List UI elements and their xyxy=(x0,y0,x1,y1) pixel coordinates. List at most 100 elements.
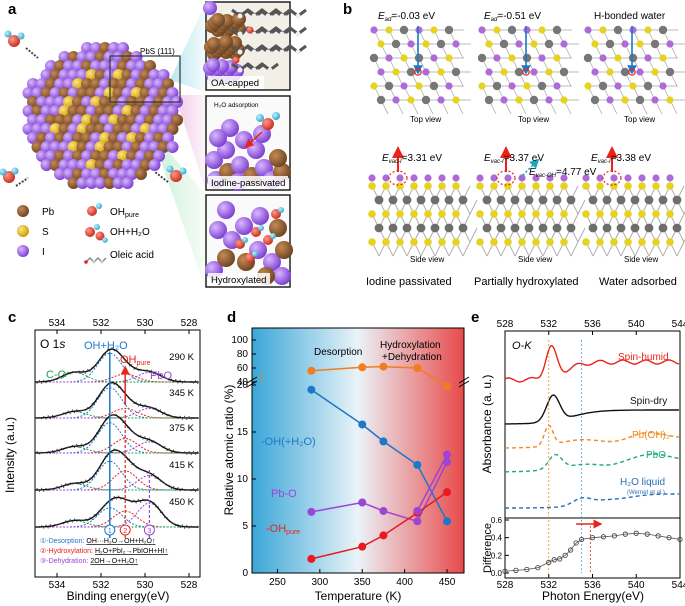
atom-13 xyxy=(130,51,143,63)
e-ticklabel-top: 540 xyxy=(628,319,645,330)
c-point xyxy=(188,381,190,383)
tv-atom xyxy=(523,26,531,34)
c-point xyxy=(65,483,67,485)
c-point xyxy=(170,487,172,490)
sv-atom xyxy=(644,195,654,205)
tv-atom xyxy=(606,96,614,104)
c-point xyxy=(168,520,170,522)
atom-101 xyxy=(121,105,134,117)
c-point xyxy=(146,369,148,371)
c-point xyxy=(87,520,89,522)
c-point xyxy=(34,526,36,528)
tv-atom xyxy=(591,40,599,48)
atom-5 xyxy=(58,51,71,63)
atom-14 xyxy=(45,60,57,72)
c-point xyxy=(111,380,113,383)
sv-atom xyxy=(532,210,540,218)
atom-35 xyxy=(121,69,134,81)
atom-17 xyxy=(72,60,84,72)
c-point xyxy=(54,523,56,526)
c-point xyxy=(133,368,135,370)
sv-atom xyxy=(374,195,384,205)
c-point xyxy=(34,453,36,456)
sv-atom xyxy=(518,210,526,218)
c-point xyxy=(142,406,144,408)
c-point xyxy=(104,353,106,355)
atom-185 xyxy=(144,150,156,162)
c-point xyxy=(98,396,100,398)
c-point xyxy=(186,381,188,383)
c-point xyxy=(181,418,183,420)
sv-atom xyxy=(410,182,418,190)
atom-94 xyxy=(58,105,71,117)
c-point xyxy=(34,417,36,420)
water-molecule-3 xyxy=(154,165,187,183)
panel-a-label: a xyxy=(8,1,17,18)
c-point xyxy=(135,433,137,435)
sv-atom xyxy=(610,238,618,246)
tv-atom xyxy=(559,67,569,77)
c-ylabel: Intensity (a.u.) xyxy=(3,417,17,493)
c-point xyxy=(115,498,117,500)
tv-atom xyxy=(636,68,644,76)
tv-o xyxy=(414,68,422,76)
c-point xyxy=(142,369,144,371)
c-point xyxy=(47,527,49,529)
sv-top-atom xyxy=(452,174,460,182)
d-yticklabel: 5 xyxy=(242,521,248,532)
label-i: I xyxy=(259,373,262,385)
c-ticklabel-top: 530 xyxy=(137,318,154,329)
c-point xyxy=(56,448,58,450)
atom-59 xyxy=(49,87,62,99)
atom-131 xyxy=(85,123,98,135)
c-point xyxy=(157,476,159,478)
c-point xyxy=(197,417,199,420)
atom-137 xyxy=(139,123,152,135)
c-marker-circle xyxy=(119,524,131,536)
tv-atom xyxy=(644,54,652,62)
sv-atom xyxy=(666,210,674,218)
oleic-acid-icon xyxy=(84,256,107,264)
atom-149 xyxy=(99,132,111,144)
sv-atom xyxy=(482,223,492,233)
c-point xyxy=(89,441,91,443)
c-point xyxy=(107,455,109,457)
hyd-atom-6 xyxy=(263,253,281,271)
e-ticklabel-bot: 528 xyxy=(497,580,514,591)
e-diff-point-8 xyxy=(568,547,574,553)
c-point xyxy=(38,416,41,419)
atom-133 xyxy=(103,123,116,135)
c-point xyxy=(144,370,146,372)
atom-142 xyxy=(36,132,48,144)
legend-i: I xyxy=(42,247,45,258)
nanocrystal xyxy=(22,42,183,189)
c-point xyxy=(126,459,128,461)
hyd-atom-8 xyxy=(235,217,253,235)
tv-atom xyxy=(400,54,408,62)
tv-atom xyxy=(545,96,553,104)
c-point xyxy=(67,484,69,487)
tv-atom xyxy=(538,26,546,34)
c-point xyxy=(162,480,164,483)
atom-170 xyxy=(148,141,161,153)
c-point xyxy=(118,386,120,389)
d-point-1-0 xyxy=(307,385,316,394)
atom-62 xyxy=(76,87,89,99)
c-point xyxy=(41,382,43,384)
c-point xyxy=(153,408,155,410)
tv-atom xyxy=(659,82,667,90)
c-comp-3-2 xyxy=(35,475,198,491)
atom-69 xyxy=(139,87,152,99)
panel-d-label: d xyxy=(227,309,236,326)
inset-hydroxylated: Hydroxylated xyxy=(205,194,293,288)
oa-chain-7 xyxy=(273,26,307,36)
c-point xyxy=(89,477,91,479)
tv-atom xyxy=(430,26,438,34)
label-pbo: Pb-O xyxy=(271,488,297,500)
atom-134 xyxy=(112,123,125,135)
tv-atom xyxy=(445,82,453,90)
c-point xyxy=(155,442,157,444)
e-yticklabel: 0.4 xyxy=(491,534,503,543)
sv-atom xyxy=(638,182,646,190)
sv-atom xyxy=(452,238,460,246)
